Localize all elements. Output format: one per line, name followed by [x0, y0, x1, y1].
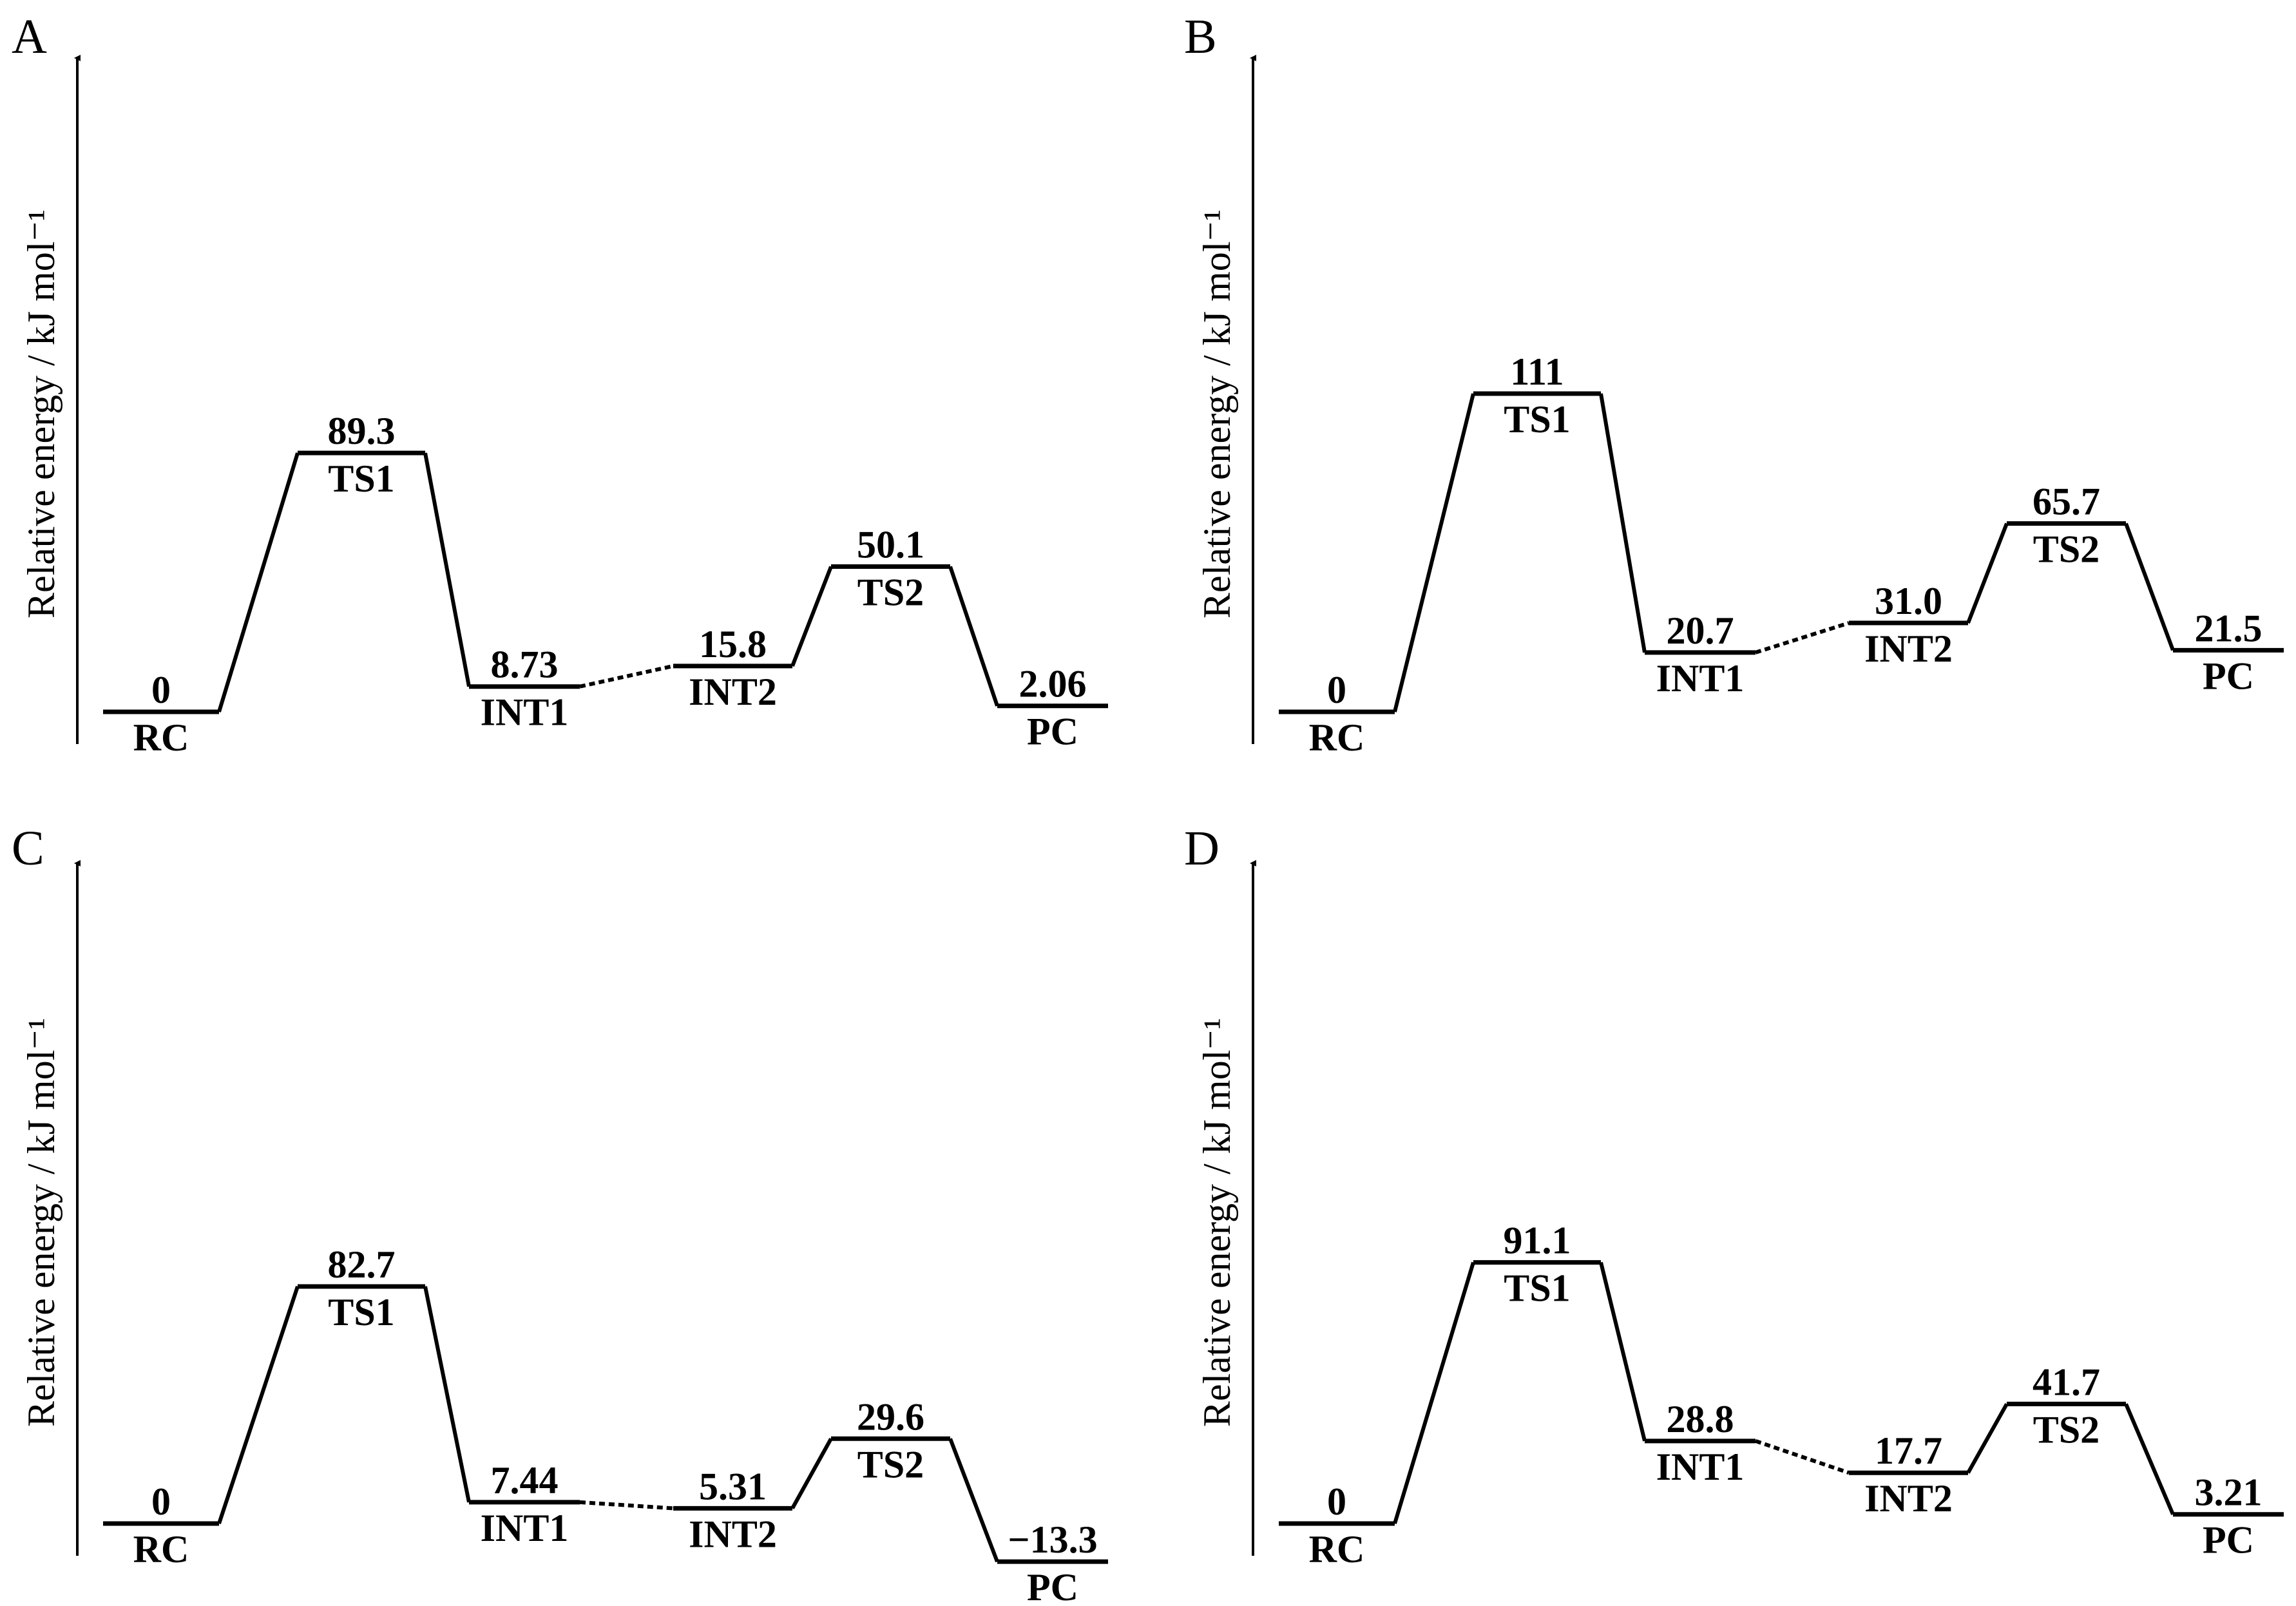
dotted-connector — [1755, 1439, 1850, 1475]
value-label-rc: 0 — [151, 669, 171, 711]
value-label-ts1: 89.3 — [328, 410, 396, 452]
value-label-ts1: 111 — [1510, 350, 1564, 393]
state-label-int1: INT1 — [481, 691, 569, 734]
state-label-ts2: TS2 — [2033, 528, 2100, 571]
state-label-ts1: TS1 — [328, 1291, 394, 1334]
panel-letter: D — [1184, 821, 1220, 875]
panel-a: A Relative energy / kJ mol⁻¹ 0 RC 89.3 TS1 8.7… — [12, 10, 1108, 759]
value-label-int2: 31.0 — [1875, 580, 1942, 622]
state-label-int1: INT1 — [481, 1507, 569, 1549]
y-axis-label: Relative energy / kJ mol⁻¹ — [20, 209, 62, 618]
panel-letter: B — [1184, 10, 1217, 64]
value-label-pc: −13.3 — [1008, 1518, 1097, 1561]
value-label-pc: 3.21 — [2195, 1471, 2263, 1514]
state-label-pc: PC — [1027, 1566, 1078, 1606]
state-label-pc: PC — [1027, 711, 1078, 753]
value-label-int2: 15.8 — [699, 623, 767, 665]
value-label-ts1: 91.1 — [1504, 1219, 1571, 1262]
state-label-rc: RC — [1309, 716, 1365, 759]
value-label-rc: 0 — [1327, 669, 1346, 711]
energy-connector — [217, 452, 300, 712]
value-label-int1: 28.8 — [1667, 1398, 1734, 1440]
value-label-int1: 7.44 — [491, 1459, 559, 1502]
value-label-ts1: 82.7 — [328, 1243, 396, 1286]
value-label-int1: 20.7 — [1667, 609, 1734, 652]
energy-connector — [2124, 1403, 2175, 1515]
value-label-ts2: 50.1 — [857, 524, 924, 566]
y-axis-label: Relative energy / kJ mol⁻¹ — [20, 1018, 62, 1427]
state-label-int2: INT2 — [689, 1513, 777, 1555]
y-axis-label: Relative energy / kJ mol⁻¹ — [1196, 209, 1238, 618]
value-label-ts2: 29.6 — [857, 1395, 924, 1438]
energy-connector — [948, 566, 999, 707]
dotted-connector — [579, 1500, 674, 1511]
value-label-rc: 0 — [1327, 1480, 1346, 1523]
value-label-int2: 17.7 — [1875, 1429, 1942, 1472]
state-label-int1: INT1 — [1656, 1446, 1745, 1488]
state-label-ts1: TS1 — [328, 457, 394, 500]
value-label-ts2: 41.7 — [2033, 1361, 2100, 1403]
y-axis-label: Relative energy / kJ mol⁻¹ — [1196, 1018, 1238, 1427]
state-label-rc: RC — [133, 716, 189, 759]
state-label-pc: PC — [2203, 655, 2254, 697]
panel-letter: C — [12, 821, 44, 875]
energy-connector — [217, 1286, 300, 1524]
energy-connector — [1966, 522, 2009, 624]
energy-connector — [948, 1438, 999, 1563]
energy-connector — [790, 566, 833, 667]
energy-connector — [1966, 1402, 2009, 1474]
state-label-int2: INT2 — [689, 671, 777, 713]
state-label-int2: INT2 — [1864, 1477, 1953, 1520]
energy-connector — [2124, 522, 2175, 651]
dotted-connector — [1755, 621, 1850, 655]
energy-connector — [423, 452, 471, 687]
dotted-connector — [579, 664, 674, 689]
energy-connector — [423, 1286, 471, 1503]
energy-connector — [1393, 393, 1475, 712]
state-label-ts1: TS1 — [1504, 398, 1570, 441]
state-label-rc: RC — [133, 1528, 189, 1571]
energy-connector — [790, 1437, 833, 1509]
state-label-rc: RC — [1309, 1528, 1365, 1571]
value-label-pc: 2.06 — [1019, 663, 1087, 705]
state-label-pc: PC — [2203, 1519, 2254, 1562]
value-label-int2: 5.31 — [699, 1465, 767, 1507]
value-label-ts2: 65.7 — [2033, 481, 2100, 523]
state-label-ts2: TS2 — [857, 571, 924, 614]
value-label-int1: 8.73 — [491, 644, 559, 686]
panel-c: C Relative energy / kJ mol⁻¹ 0 RC 82.7 TS1 7.4… — [12, 821, 1108, 1606]
energy-connector — [1599, 1261, 1647, 1442]
energy-connector — [1599, 393, 1647, 653]
value-label-rc: 0 — [151, 1480, 171, 1523]
state-label-ts2: TS2 — [857, 1443, 924, 1486]
state-label-ts2: TS2 — [2033, 1408, 2100, 1451]
panel-letter: A — [12, 10, 47, 64]
panel-b: B Relative energy / kJ mol⁻¹ 0 RC 111 TS1 20.7… — [1184, 10, 2284, 759]
state-label-int2: INT2 — [1864, 627, 1953, 670]
energy-connector — [1393, 1261, 1475, 1524]
state-label-ts1: TS1 — [1504, 1267, 1570, 1310]
value-label-pc: 21.5 — [2195, 607, 2263, 649]
state-label-int1: INT1 — [1656, 657, 1745, 700]
panel-d: D Relative energy / kJ mol⁻¹ 0 RC 91.1 TS1 28.… — [1184, 821, 2284, 1571]
